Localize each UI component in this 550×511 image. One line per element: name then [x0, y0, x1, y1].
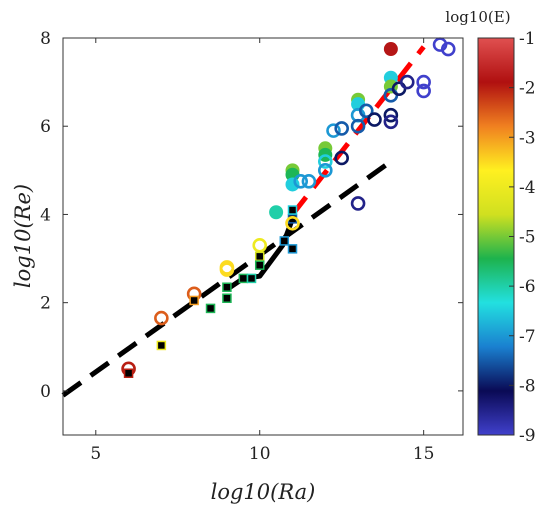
- data-point-square: [287, 244, 298, 254]
- x-axis-label: log10(Ra): [211, 480, 316, 504]
- x-tick-label: 15: [413, 444, 435, 464]
- colorbar-tick-label: -8: [519, 376, 536, 396]
- data-point-square: [123, 368, 134, 378]
- y-axis-label: log10(Re): [11, 184, 35, 288]
- data-point-square: [156, 340, 167, 351]
- data-point-square: [254, 260, 265, 270]
- data-point-square: [205, 303, 216, 314]
- data-point-open-circle: [350, 196, 366, 211]
- colorbar-tick-label: -1: [519, 29, 536, 49]
- y-tick-label: 4: [40, 205, 51, 225]
- data-point-open-circle: [219, 262, 235, 277]
- data-point-open-circle: [154, 310, 169, 326]
- data-point-filled-circle: [269, 205, 284, 220]
- data-point-square: [222, 282, 232, 292]
- colorbar-tick-label: -7: [519, 327, 536, 347]
- y-tick-label: 2: [40, 294, 51, 314]
- data-point-square: [246, 273, 257, 284]
- data-point-open-circle: [317, 154, 333, 169]
- data-points: [121, 37, 456, 378]
- data-point-open-circle: [440, 41, 456, 57]
- data-point-open-circle: [334, 150, 349, 166]
- data-point-open-circle: [326, 123, 341, 138]
- data-point-open-circle: [416, 83, 431, 99]
- x-axis-ticks: 5 10 15: [90, 38, 434, 464]
- data-point-open-circle: [334, 121, 349, 136]
- red-dashed-line: [290, 45, 426, 216]
- data-point-open-circle: [317, 163, 333, 178]
- data-point-filled-circle: [383, 42, 398, 57]
- colorbar-ticks: -1 -2 -3 -4 -5 -6 -7 -8 -9: [509, 29, 536, 446]
- x-tick-label: 5: [90, 444, 101, 464]
- data-point-open-circle: [252, 238, 268, 253]
- colorbar-tick-label: -2: [519, 79, 536, 99]
- y-tick-label: 0: [40, 382, 51, 402]
- data-point-open-circle: [350, 118, 366, 134]
- plot-frame: [62, 37, 464, 436]
- data-point-filled-circle: [285, 177, 300, 192]
- data-point-open-circle: [383, 114, 399, 130]
- colorbar: [477, 37, 515, 436]
- data-point-open-circle: [293, 174, 309, 189]
- data-point-square: [254, 251, 265, 262]
- data-point-square: [287, 205, 298, 215]
- data-point-square: [238, 273, 249, 284]
- data-point-square: [189, 295, 199, 306]
- colorbar-tick-label: -4: [519, 178, 536, 198]
- colorbar-tick-label: -9: [519, 426, 536, 446]
- colorbar-title: log10(E): [445, 8, 510, 26]
- x-tick-label: 10: [249, 444, 271, 464]
- colorbar-tick-label: -3: [519, 128, 536, 148]
- data-point-open-circle: [285, 215, 300, 231]
- data-point-open-circle: [399, 74, 415, 90]
- data-point-open-circle: [301, 174, 317, 189]
- y-tick-label: 6: [40, 117, 51, 137]
- y-tick-label: 8: [40, 29, 51, 49]
- data-point-open-circle: [367, 112, 382, 127]
- data-point-square: [279, 236, 290, 246]
- data-point-square: [222, 293, 232, 304]
- data-point-open-circle: [358, 103, 374, 119]
- y-axis-ticks: 0 2 4 6 8: [40, 29, 463, 402]
- colorbar-tick-label: -5: [519, 228, 536, 248]
- data-point-open-circle: [416, 74, 431, 90]
- plot-area: [63, 38, 463, 435]
- data-point-open-circle: [383, 107, 399, 123]
- colorbar-tick-label: -6: [519, 277, 536, 297]
